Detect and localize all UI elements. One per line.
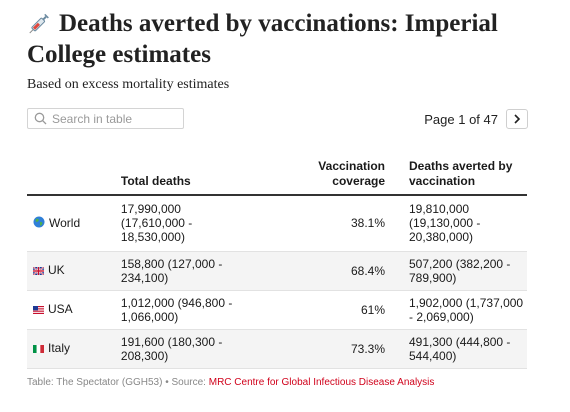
country-name: Italy	[48, 341, 71, 355]
search-box[interactable]	[27, 108, 184, 129]
country-cell: World	[27, 195, 121, 251]
deaths-averted-text: 19,810,000 (19,130,000 - 20,380,000)	[409, 202, 481, 245]
column-header-country[interactable]	[27, 149, 121, 196]
total-deaths-cell: 158,800 (127,000 - 234,100)	[121, 251, 267, 290]
total-deaths-text: 191,600 (180,300 - 208,300)	[120, 334, 223, 363]
us-flag-icon	[33, 303, 44, 317]
column-header-total-deaths[interactable]: Total deaths	[120, 149, 267, 196]
table-header-row: Total deaths Vaccination coverage Deaths…	[27, 149, 527, 196]
table-row: USA 1,012,000 (946,800 - 1,066,000) 61% …	[27, 290, 527, 329]
next-page-button[interactable]	[506, 109, 528, 129]
column-header-deaths-averted[interactable]: Deaths averted by vaccination	[385, 149, 527, 196]
table-footer: Table: The Spectator (GGH53) • Source: M…	[27, 377, 434, 388]
source-link[interactable]: MRC Centre for Global Infectious Disease…	[208, 377, 435, 388]
page-title: Deaths averted by vaccinations: Imperial…	[27, 8, 557, 70]
total-deaths-text: 1,012,000 (946,800 - 1,066,000)	[120, 295, 233, 324]
footer-credit: Table: The Spectator (GGH53) • Source:	[27, 377, 209, 388]
page-indicator: Page 1 of 47	[424, 111, 498, 127]
country-name: USA	[48, 302, 73, 316]
table-row: World 17,990,000 (17,610,000 - 18,530,00…	[27, 195, 527, 251]
pagination: Page 1 of 47	[424, 109, 528, 129]
deaths-averted-text: 491,300 (444,800 - 544,400)	[409, 334, 511, 363]
column-header-deaths-averted-text: Deaths averted by vaccination	[409, 159, 513, 188]
total-deaths-cell: 17,990,000 (17,610,000 - 18,530,000)	[121, 195, 267, 251]
deaths-averted-cell: 1,902,000 (1,737,000 - 2,069,000)	[385, 290, 527, 329]
coverage-cell: 61%	[360, 302, 385, 317]
total-deaths-text: 158,800 (127,000 - 234,100)	[120, 256, 223, 285]
uk-flag-icon	[32, 264, 45, 278]
search-icon	[34, 112, 47, 125]
deaths-averted-text: 1,902,000 (1,737,000 - 2,069,000)	[409, 295, 524, 324]
coverage-cell: 68.4%	[350, 263, 385, 278]
globe-icon	[33, 216, 45, 231]
table-row: Italy 191,600 (180,300 - 208,300) 73.3% …	[27, 329, 527, 368]
coverage-cell: 38.1%	[350, 216, 385, 231]
deaths-averted-cell: 19,810,000 (19,130,000 - 20,380,000)	[385, 195, 527, 251]
country-cell: Italy	[27, 329, 121, 368]
syringe-icon	[27, 9, 53, 35]
table-row: UK 158,800 (127,000 - 234,100) 68.4% 507…	[27, 251, 527, 290]
column-header-vaccination-coverage[interactable]: Vaccination coverage	[266, 149, 385, 196]
total-deaths-cell: 191,600 (180,300 - 208,300)	[121, 329, 267, 368]
total-deaths-cell: 1,012,000 (946,800 - 1,066,000)	[121, 290, 267, 329]
country-name: UK	[48, 263, 65, 277]
data-table: Total deaths Vaccination coverage Deaths…	[27, 149, 527, 369]
deaths-averted-cell: 507,200 (382,200 - 789,900)	[385, 251, 527, 290]
page-title-text: Deaths averted by vaccinations: Imperial…	[27, 10, 498, 68]
total-deaths-text: 17,990,000 (17,610,000 - 18,530,000)	[120, 202, 193, 245]
country-cell: USA	[27, 290, 121, 329]
italy-flag-icon	[33, 342, 44, 356]
country-cell: UK	[27, 251, 121, 290]
column-header-vaccination-coverage-text: Vaccination coverage	[318, 159, 385, 188]
coverage-cell: 73.3%	[350, 341, 385, 356]
deaths-averted-cell: 491,300 (444,800 - 544,400)	[385, 329, 527, 368]
deaths-averted-text: 507,200 (382,200 - 789,900)	[409, 256, 511, 285]
page-subtitle: Based on excess mortality estimates	[27, 77, 230, 92]
chevron-right-icon	[514, 114, 521, 124]
search-input[interactable]	[52, 111, 180, 126]
country-name: World	[49, 215, 81, 230]
